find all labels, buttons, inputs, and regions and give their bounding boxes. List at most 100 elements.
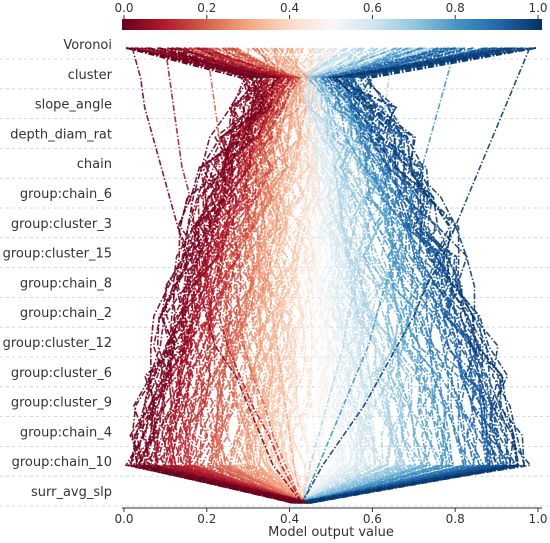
x-axis-label: Model output value <box>268 525 394 540</box>
prediction-line <box>301 47 456 504</box>
feature-label: group:cluster_12 <box>3 336 112 351</box>
prediction-line <box>293 47 489 504</box>
prediction-line <box>125 47 310 504</box>
prediction-line <box>298 47 336 504</box>
x-tick-label: 1.0 <box>528 512 547 526</box>
feature-label: Voronoi <box>63 38 112 53</box>
prediction-line <box>127 47 293 504</box>
feature-label: slope_angle <box>35 98 112 113</box>
prediction-line <box>186 47 303 504</box>
prediction-line <box>301 47 531 504</box>
prediction-line <box>300 47 396 504</box>
prediction-line <box>292 47 337 504</box>
feature-labels: Voronoi cluster slope_angle depth_diam_ratc… <box>3 38 113 500</box>
prediction-line <box>235 47 296 504</box>
prediction-line <box>258 47 304 504</box>
prediction-line <box>292 47 449 504</box>
prediction-line <box>134 47 312 504</box>
prediction-line <box>307 47 485 504</box>
prediction-line <box>291 47 537 504</box>
feature-label: group:chain_4 <box>20 425 112 440</box>
prediction-line <box>307 47 519 504</box>
prediction-line <box>204 47 308 504</box>
prediction-line <box>301 47 482 504</box>
colorbar-ticks: 0.0 0.2 0.4 0.6 0.8 1.0 <box>114 1 548 19</box>
colorbar-tick-label: 0.6 <box>363 1 382 15</box>
prediction-line <box>265 47 316 504</box>
colorbar <box>122 19 542 30</box>
prediction-line <box>136 47 308 504</box>
feature-label: group:cluster_3 <box>11 217 112 232</box>
x-tick-label: 0.4 <box>280 512 299 526</box>
prediction-line <box>298 47 444 504</box>
prediction-line <box>305 47 416 504</box>
prediction-paths <box>124 47 537 504</box>
feature-label: group:chain_8 <box>20 276 112 291</box>
prediction-line <box>293 47 334 504</box>
feature-label: group:chain_2 <box>20 306 112 321</box>
prediction-line <box>231 47 298 504</box>
prediction-line <box>147 47 308 504</box>
prediction-line <box>299 47 417 504</box>
prediction-line <box>135 47 306 504</box>
prediction-line <box>153 47 294 504</box>
prediction-line <box>125 47 296 504</box>
feature-label: group:cluster_15 <box>3 247 112 262</box>
prediction-line <box>230 47 308 504</box>
prediction-line <box>198 47 296 504</box>
prediction-line <box>265 47 307 504</box>
prediction-line <box>308 47 537 504</box>
prediction-line <box>298 47 383 504</box>
prediction-line <box>293 47 537 504</box>
prediction-line <box>308 47 371 504</box>
prediction-line <box>310 47 424 504</box>
colorbar-tick-label: 0.4 <box>280 1 299 15</box>
x-tick-label: 0.6 <box>363 512 382 526</box>
prediction-line <box>134 47 308 504</box>
feature-label: cluster <box>68 68 113 83</box>
prediction-line <box>270 47 325 504</box>
prediction-line <box>297 47 391 504</box>
x-tick-label: 0.2 <box>197 512 216 526</box>
prediction-line <box>137 47 300 504</box>
prediction-line <box>300 47 537 504</box>
prediction-line <box>281 47 332 504</box>
prediction-line <box>283 47 337 504</box>
colorbar-tick-label: 1.0 <box>528 1 547 15</box>
prediction-line <box>133 47 312 504</box>
feature-label: chain <box>77 157 112 172</box>
prediction-line <box>219 47 304 504</box>
colorbar-tick-label: 0.8 <box>446 1 465 15</box>
prediction-line <box>294 47 373 504</box>
prediction-line <box>304 47 450 504</box>
prediction-line <box>144 47 311 504</box>
feature-label: group:cluster_6 <box>11 366 112 381</box>
prediction-line <box>291 47 353 504</box>
prediction-line <box>298 47 435 504</box>
prediction-line <box>127 47 297 504</box>
prediction-line <box>305 47 537 504</box>
prediction-line <box>303 47 368 504</box>
prediction-line <box>301 47 403 504</box>
x-axis-ticks: 0.0 0.2 0.4 0.6 0.8 1.0 <box>114 508 548 526</box>
feature-label: group:cluster_9 <box>11 396 112 411</box>
prediction-line <box>268 47 315 504</box>
prediction-line <box>290 47 344 504</box>
prediction-line <box>268 47 310 504</box>
prediction-line <box>125 47 303 504</box>
prediction-line <box>287 47 315 504</box>
prediction-line <box>305 47 514 504</box>
prediction-line <box>184 47 308 504</box>
prediction-line <box>308 47 526 504</box>
feature-label: depth_diam_rat <box>10 127 112 142</box>
colorbar-tick-label: 0.2 <box>197 1 216 15</box>
prediction-line <box>311 47 407 504</box>
prediction-line <box>209 47 305 504</box>
prediction-line <box>124 47 303 504</box>
prediction-line <box>212 47 299 504</box>
prediction-line <box>303 47 465 504</box>
prediction-line <box>306 47 537 504</box>
prediction-line <box>269 47 300 504</box>
prediction-line <box>293 47 361 504</box>
prediction-line <box>131 47 303 504</box>
